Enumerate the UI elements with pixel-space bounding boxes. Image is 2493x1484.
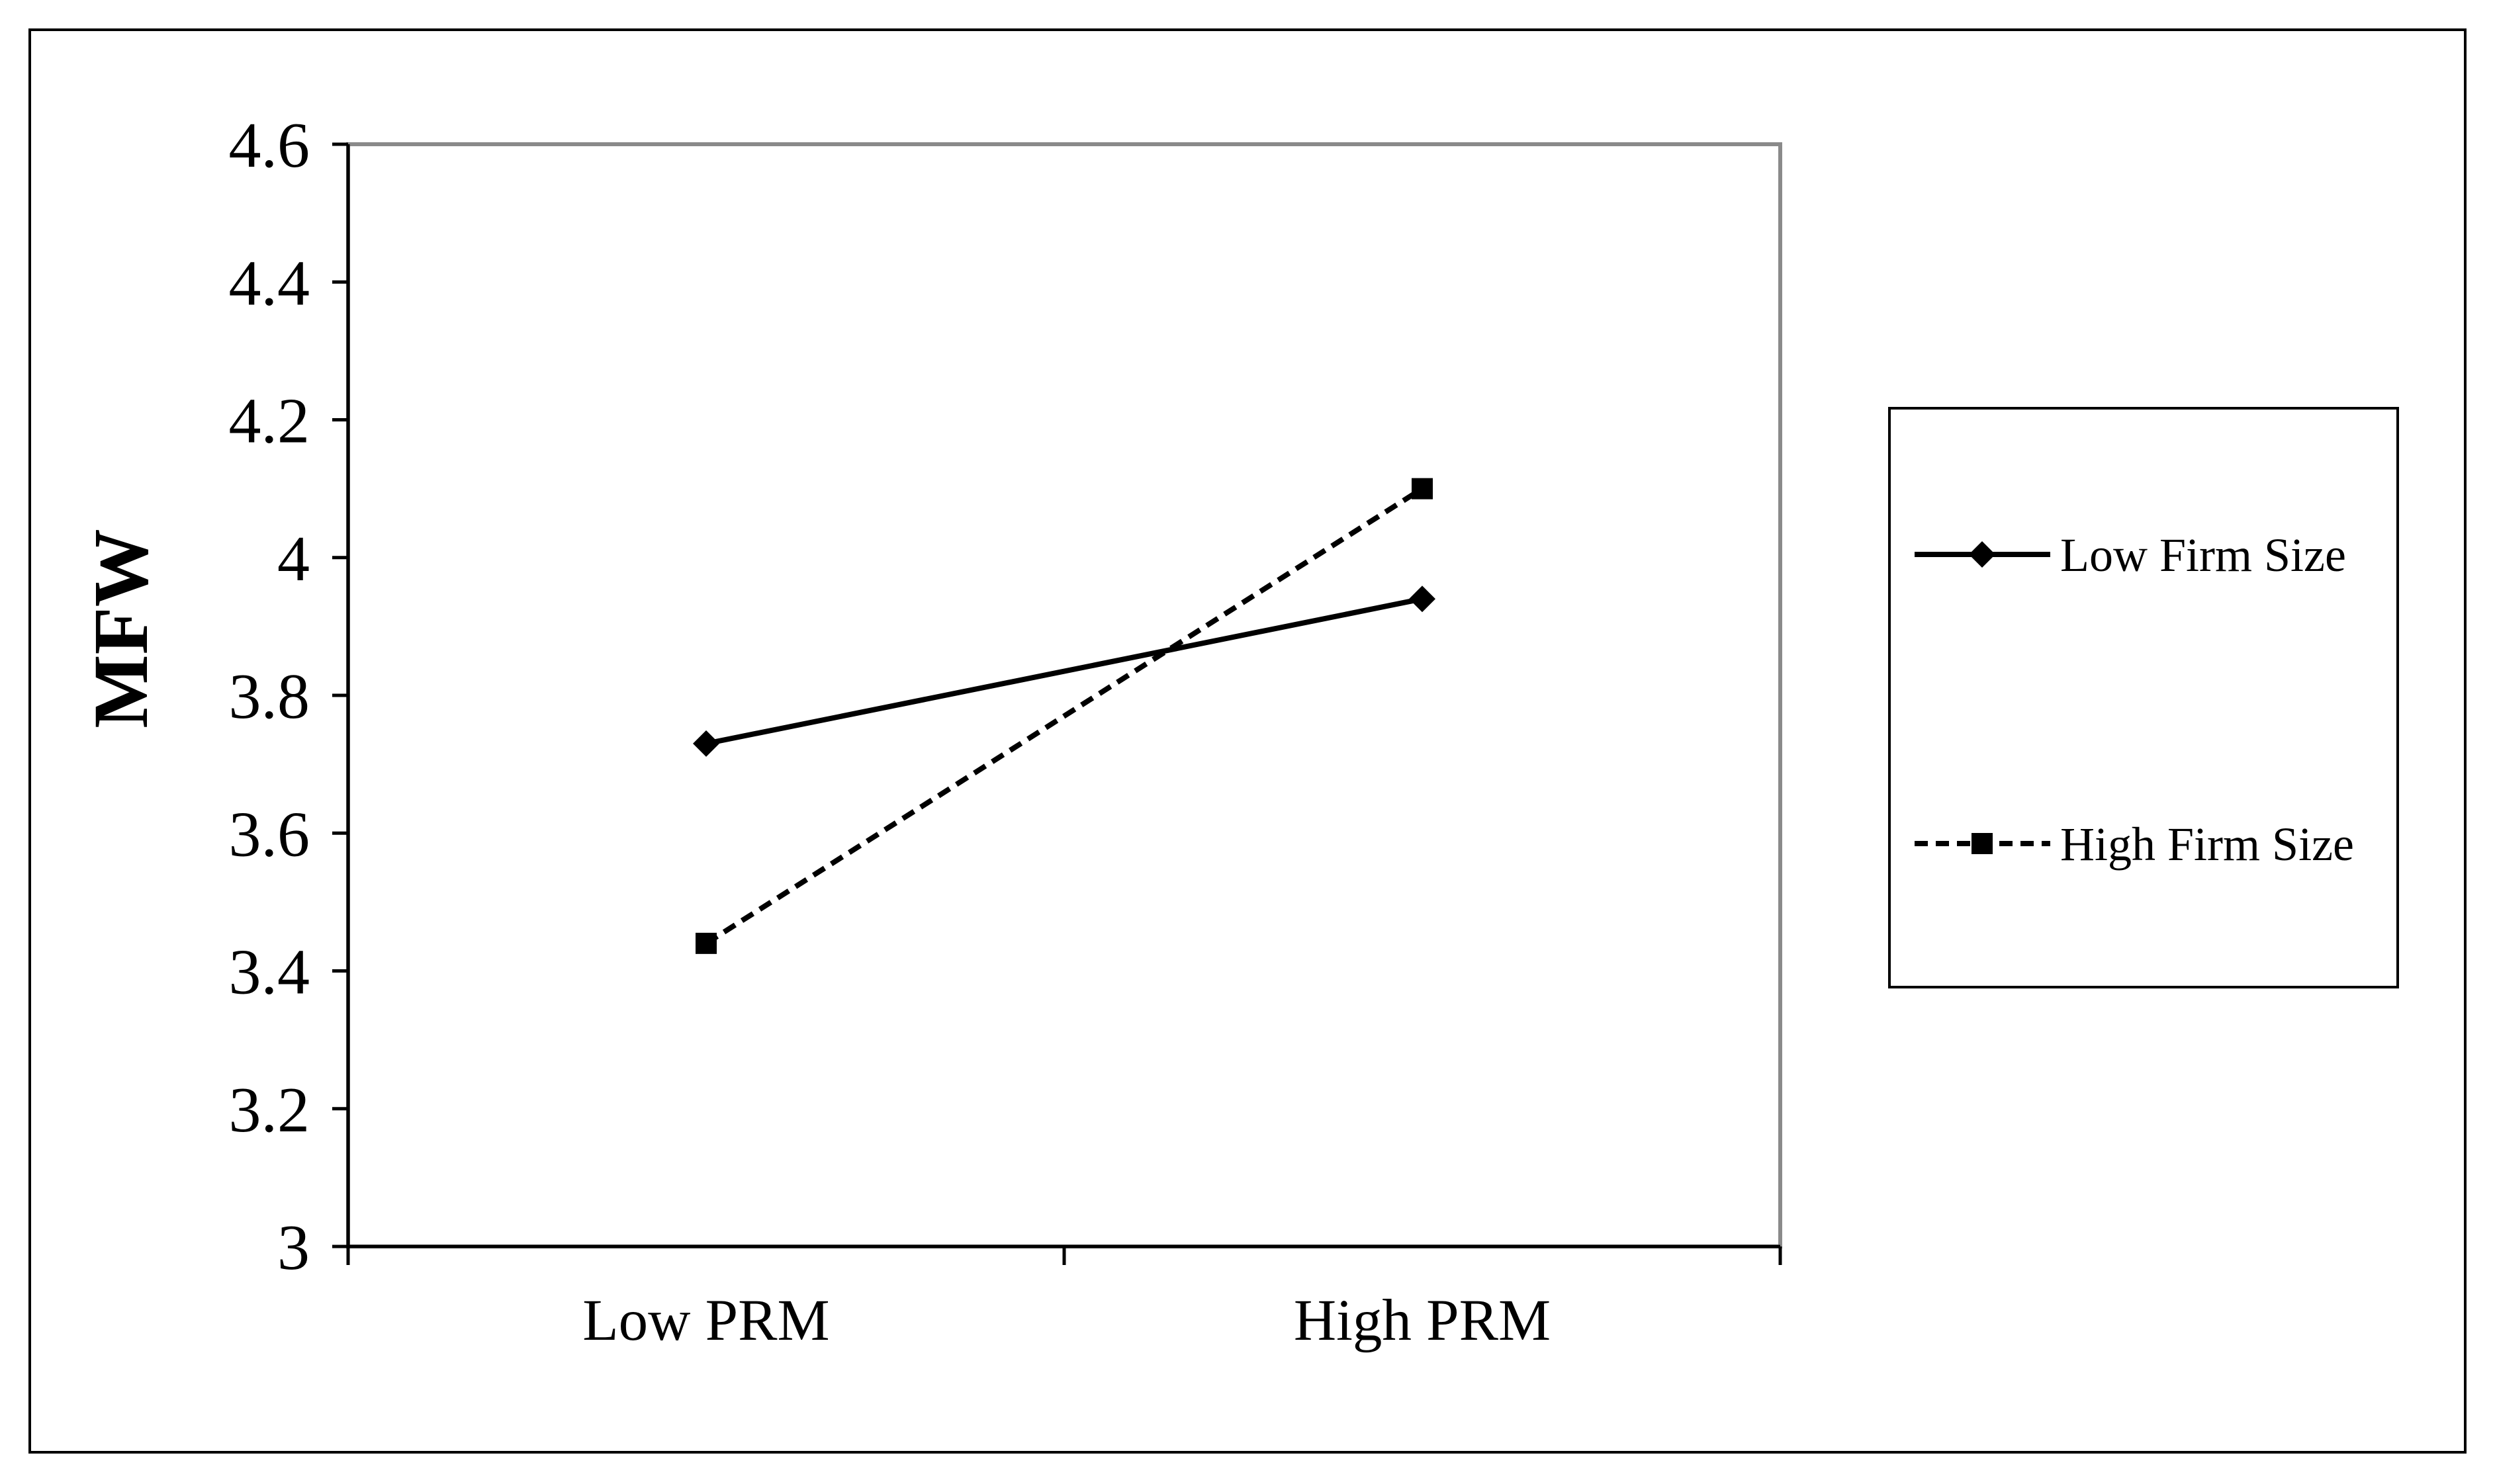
data-point	[696, 932, 717, 954]
y-tick-label: 3.4	[229, 937, 310, 1008]
series-line	[705, 596, 1423, 746]
legend: Low Firm Size High Firm Size	[1888, 407, 2399, 988]
y-tick-label: 4.6	[229, 110, 310, 181]
legend-marker	[1972, 833, 1993, 854]
plot-area	[346, 142, 1782, 1248]
y-axis-title: MFW	[77, 529, 164, 728]
y-tick-label: 3	[277, 1212, 310, 1284]
x-axis-ticks: Low PRM High PRM	[346, 1246, 1782, 1353]
series-line	[704, 486, 1424, 946]
y-tick-label: 3.6	[229, 799, 310, 870]
y-tick-label: 4.2	[229, 386, 310, 457]
legend-label: Low Firm Size	[2060, 529, 2346, 582]
y-tick-label: 4.4	[229, 247, 310, 319]
data-point	[693, 730, 719, 757]
x-tick-label: Low PRM	[582, 1288, 829, 1353]
series-layer	[693, 478, 1435, 954]
legend-items: Low Firm Size High Firm Size	[1915, 529, 2354, 871]
data-point	[1409, 586, 1435, 613]
legend-label: High Firm Size	[2060, 818, 2354, 871]
legend-box	[1888, 407, 2399, 988]
x-tick-label: High PRM	[1294, 1288, 1551, 1353]
y-tick-label: 4	[277, 523, 310, 595]
y-tick-label: 3.2	[229, 1074, 310, 1146]
y-tick-label: 3.8	[229, 661, 310, 732]
data-point	[1412, 478, 1433, 500]
legend-marker	[1969, 541, 1995, 568]
y-axis-ticks: 3 3.2 3.4 3.6 3.8 4 4.2 4.4 4.6	[229, 110, 348, 1284]
